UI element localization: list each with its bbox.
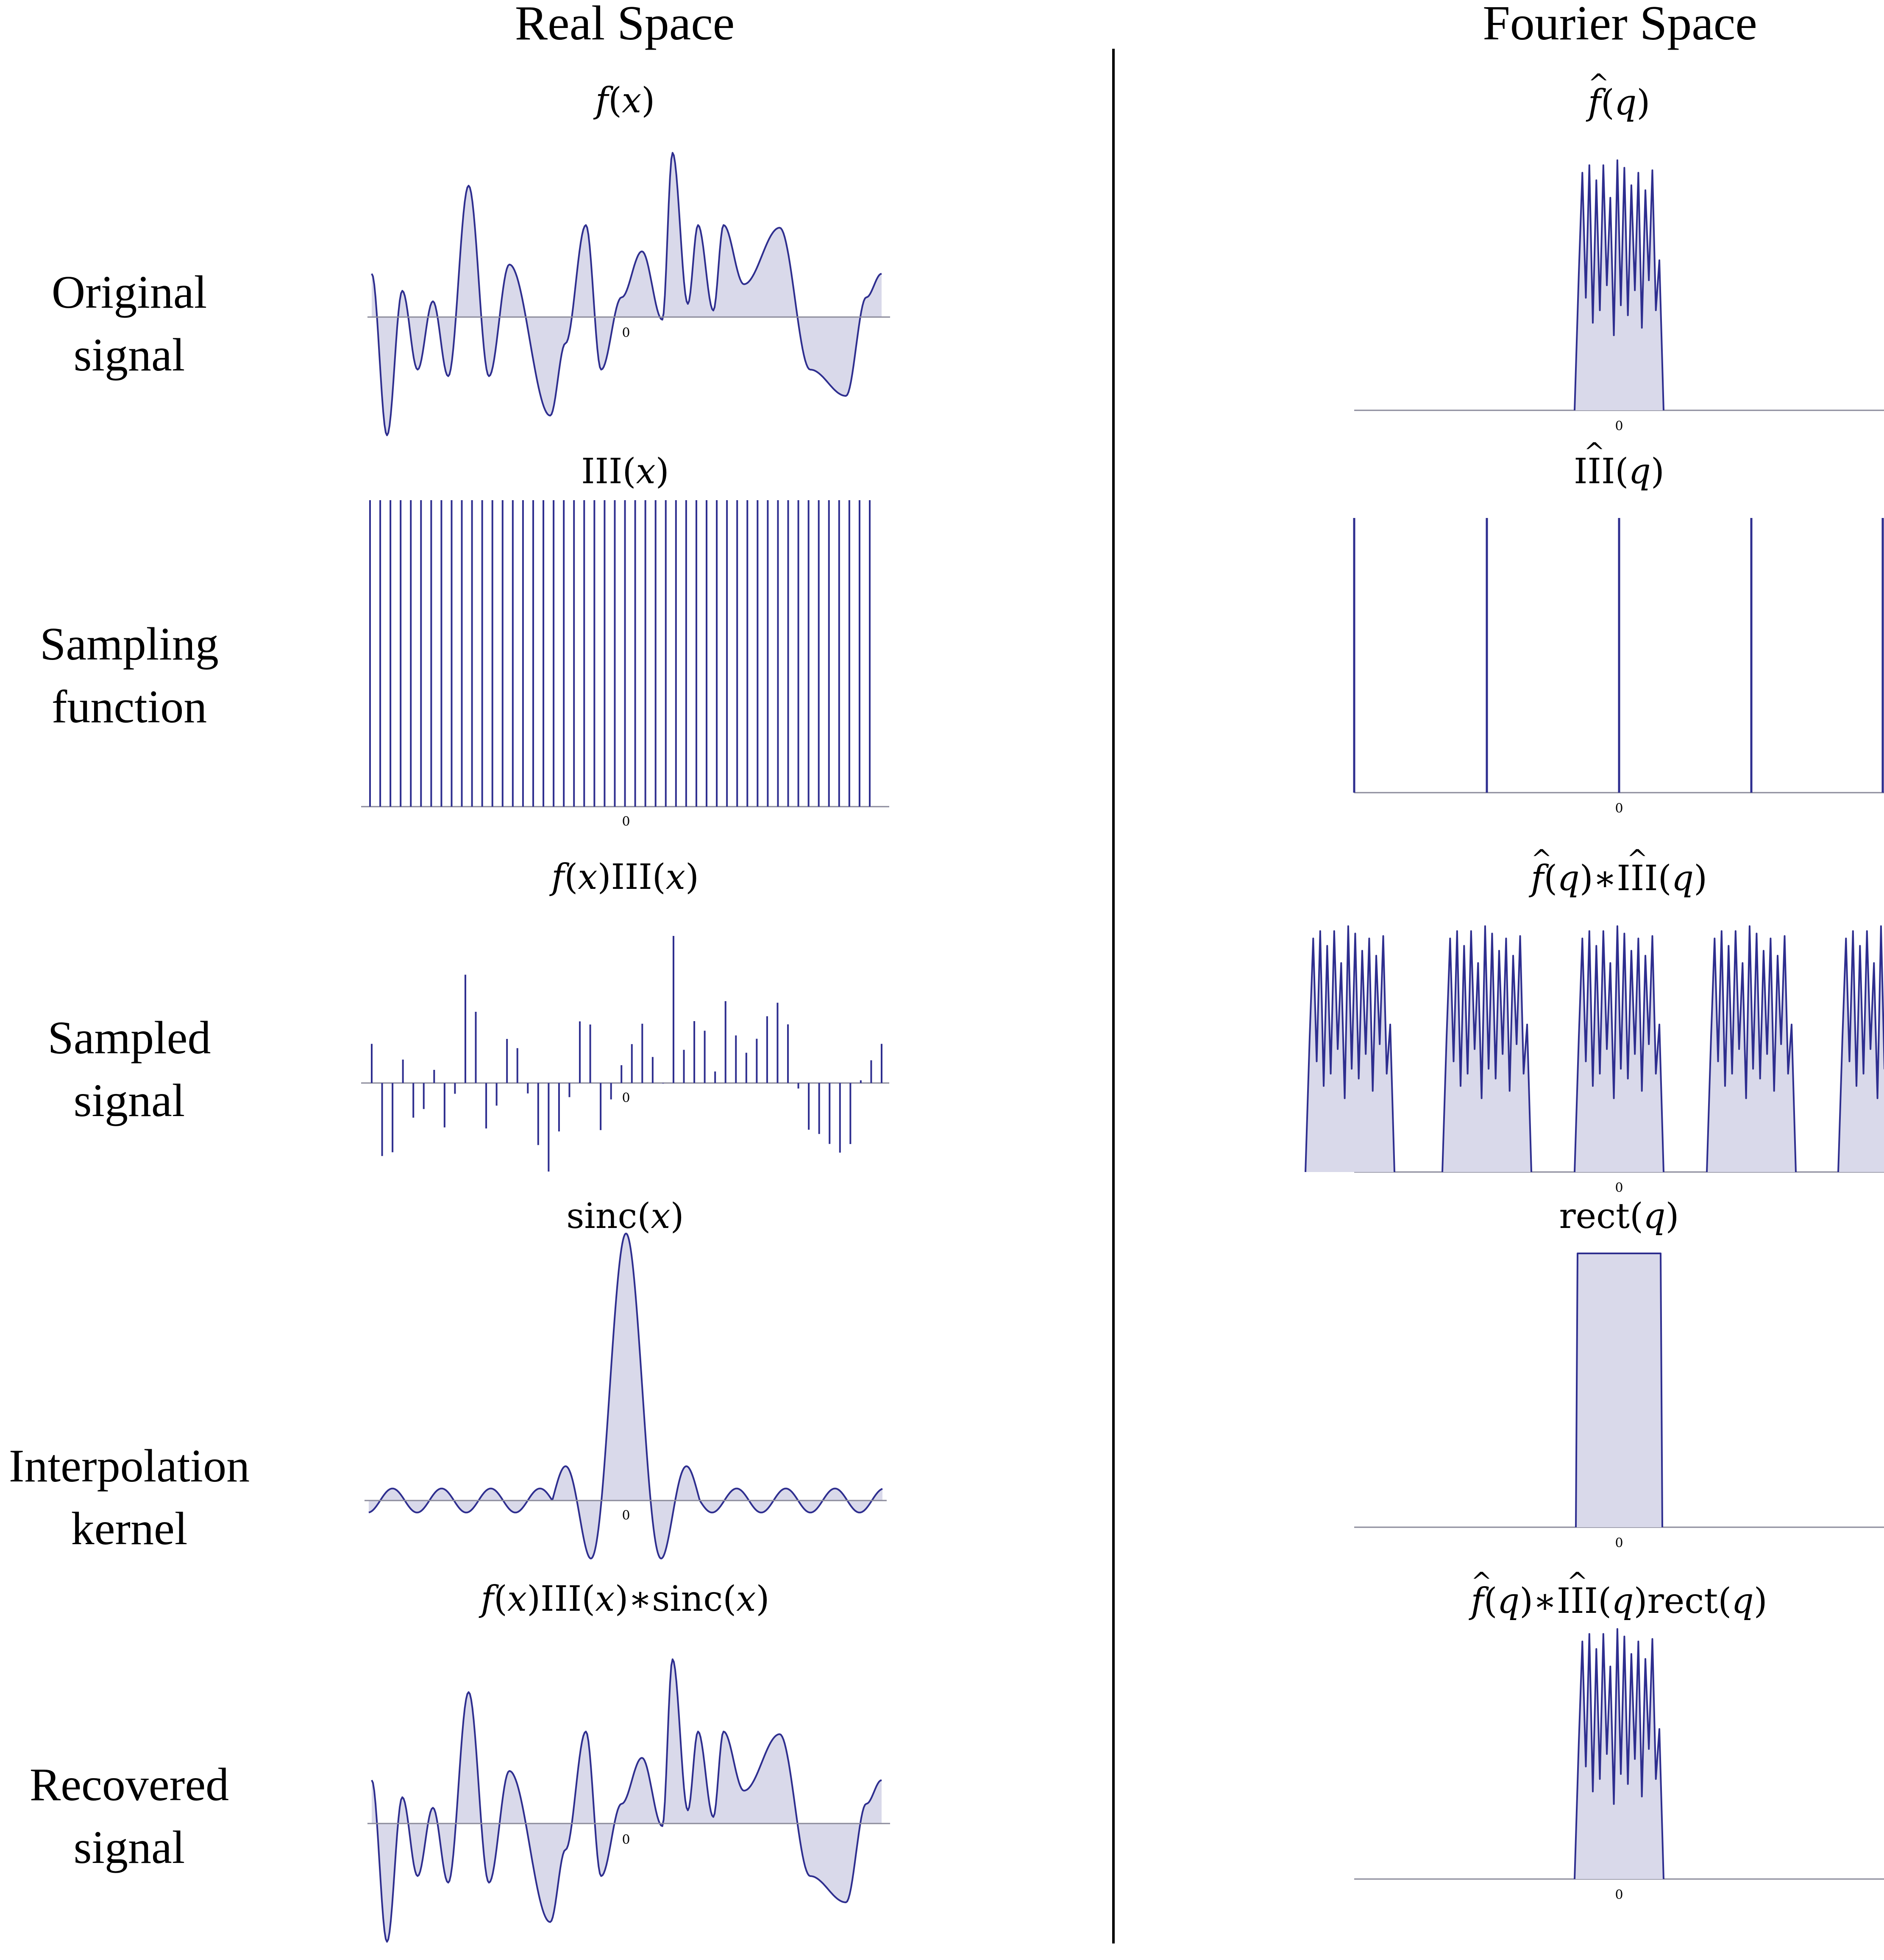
fourier-space-heading: Fourier Space [1483,0,1757,50]
shah-fourier-zero-tick: 0 [1615,801,1623,816]
periodized-zero-tick: 0 [1615,1180,1623,1195]
rect-shape-fill [1576,1253,1662,1527]
fhat-spectrum-line [1574,159,1664,411]
title-fhat-of-q: f(q) [1322,63,1884,123]
periodized-spectrum-copy-fill [1838,926,1884,1172]
title-f-times-shah: f(x)III(x) [551,857,699,897]
periodized-spectrum-copy-line [1837,925,1884,1172]
real-space-heading: Real Space [515,0,735,50]
sinc-kernel-wave-fill [369,1233,882,1559]
row-label-recovered-signal: Recovered signal [29,1759,229,1873]
title-f-of-x: f(x) [595,81,655,121]
recovered-signal-zero-tick: 0 [622,1832,630,1847]
shah-real-zero-tick: 0 [622,814,630,829]
title-rect-of-q: rect(q) [1559,1196,1679,1236]
title-shah-of-x: III(x) [581,451,669,492]
rect-shape-line [1575,1253,1663,1528]
title-recovered-fourier: f(q)∗III(q)rect(q) [1322,1562,1884,1622]
title-recovered-real: f(x)III(x)∗sinc(x) [481,1579,770,1619]
recovered-fhat-spectrum-line [1574,1628,1664,1879]
title-sinc-of-x: sinc(x) [566,1196,684,1236]
row-label-sampled-signal: Sampled signal [47,1012,211,1126]
column-divider [1112,49,1115,1943]
title-shahhat-of-q: III(q) [1322,432,1884,492]
original-signal-wave-line [371,152,882,436]
periodized-spectrum-copy-line [1442,925,1532,1172]
sampled-real-zero-tick: 0 [622,1091,630,1105]
original-signal-zero-tick: 0 [622,326,630,340]
recovered-fhat-zero-tick: 0 [1615,1888,1623,1902]
original-signal-wave-fill [372,153,882,435]
periodized-spectrum-copy-line [1574,925,1664,1172]
row-label-sampling-function: Sampling function [40,618,219,732]
rect-zero-tick: 0 [1615,1536,1623,1551]
recovered-signal-wave-fill [372,1659,882,1942]
periodized-spectrum-copy-line [1305,925,1395,1172]
row-label-original-signal: Original signal [51,266,207,381]
sinc-kernel-zero-tick: 0 [622,1508,630,1523]
fhat-zero-tick: 0 [1615,419,1623,434]
recovered-signal-wave-line [371,1658,882,1943]
periodized-spectrum-copy-line [1706,925,1797,1172]
title-fhat-conv-shahhat: f(q)∗III(q) [1322,839,1884,899]
row-label-interpolation-kernel: Interpolation kernel [8,1440,250,1554]
